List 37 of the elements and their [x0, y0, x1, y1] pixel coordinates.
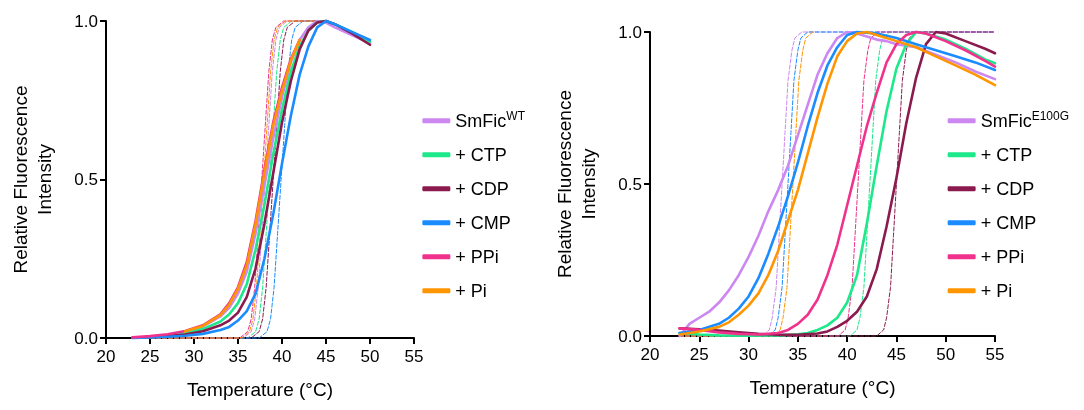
legend-label: + CMP [455, 212, 511, 233]
x-tick-label: 55 [985, 345, 1005, 364]
x-axis-title: Temperature (°C) [749, 377, 896, 398]
x-tick-label: 25 [689, 345, 709, 364]
x-tick-label: 20 [96, 347, 116, 366]
legend-label: + CMP [980, 212, 1037, 233]
legend-label: + Pi [980, 280, 1013, 301]
x-tick-label: 20 [640, 345, 660, 364]
legend-label: + Pi [455, 280, 487, 301]
x-tick-label: 35 [788, 345, 808, 364]
y-tick-label: 0.5 [618, 174, 642, 194]
x-axis-title: Temperature (°C) [187, 379, 333, 400]
x-tick-label: 45 [316, 347, 336, 366]
line-series [183, 38, 301, 333]
x-tick-label: 30 [739, 345, 759, 364]
x-tick-label: 30 [184, 347, 204, 366]
y-tick-label: 1.0 [74, 11, 98, 31]
y-axis-title: Relative Fluorescence Intensity [553, 90, 599, 278]
x-tick-label: 25 [140, 347, 160, 366]
x-tick-label: 50 [936, 345, 956, 364]
x-tick-label: 55 [404, 347, 424, 366]
y-tick-label: 1.0 [618, 22, 642, 42]
y-tick-label: 0.0 [618, 326, 642, 346]
x-tick-label: 40 [272, 347, 292, 366]
legend-label: + PPi [455, 246, 499, 267]
y-tick-label: 0.0 [74, 328, 98, 348]
x-tick-label: 35 [228, 347, 248, 366]
legend-label: + CTP [455, 144, 507, 165]
x-tick-label: 50 [360, 347, 380, 366]
y-tick-label: 0.5 [74, 170, 98, 189]
legend-label: + CDP [455, 178, 509, 199]
legend-label: + CDP [980, 178, 1035, 199]
x-tick-label: 45 [886, 345, 906, 364]
legend-label: + PPi [980, 246, 1025, 267]
y-axis-title: Relative Fluorescence Intensity [9, 85, 55, 274]
legend-label: + CTP [980, 144, 1033, 165]
x-tick-label: 40 [837, 345, 857, 364]
